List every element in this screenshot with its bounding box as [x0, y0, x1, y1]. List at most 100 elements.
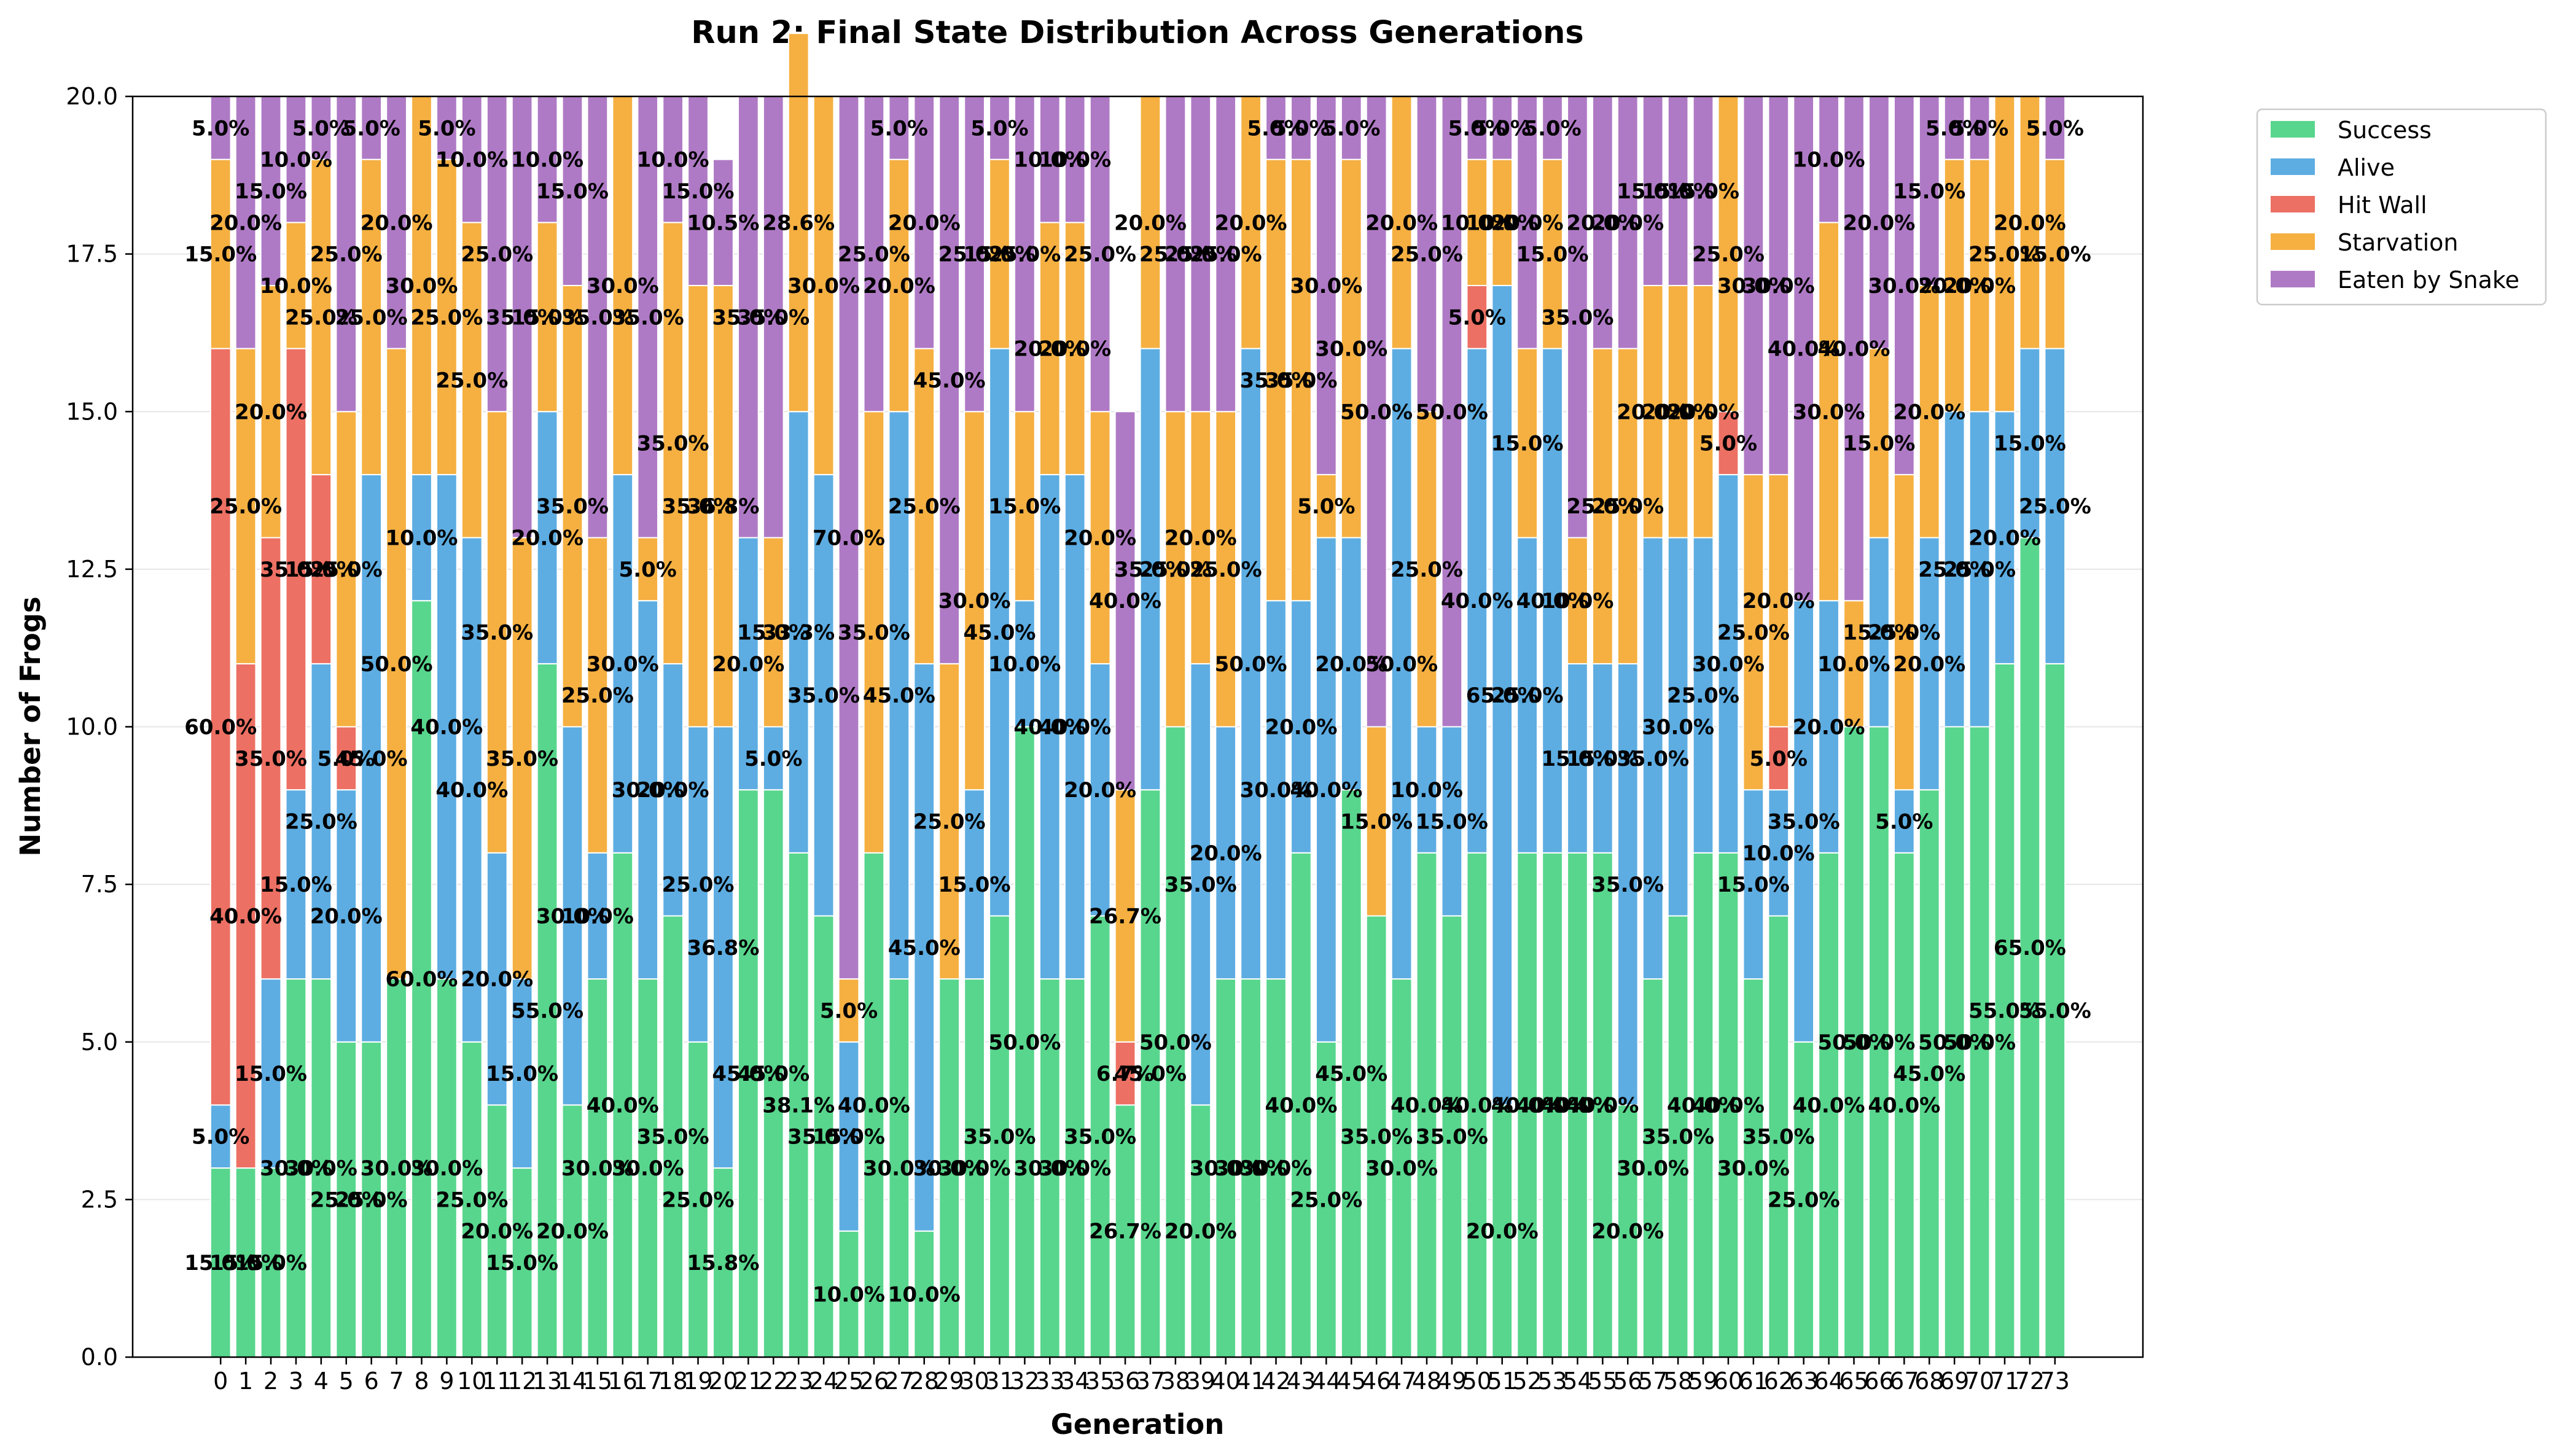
- segment-percent-label: 5.0%: [292, 116, 350, 141]
- x-tick-label: 41: [1236, 1368, 1265, 1395]
- bar-segment-eaten-by-snake: [1692, 96, 1714, 286]
- x-tick-label: 38: [1161, 1368, 1190, 1395]
- segment-percent-label: 20.0%: [1918, 274, 1991, 298]
- segment-percent-label: 20.0%: [536, 1220, 609, 1244]
- x-tick-label: 7: [389, 1368, 404, 1395]
- bar-segment-eaten-by-snake: [235, 96, 257, 349]
- segment-percent-label: 60.0%: [184, 715, 257, 740]
- bar-segment-eaten-by-snake: [1039, 96, 1061, 224]
- x-tick-label: 62: [1764, 1368, 1793, 1395]
- bar-segment-alive: [1592, 663, 1613, 854]
- segment-percent-label: 20.0%: [1591, 1220, 1664, 1244]
- x-tick-label: 35: [1085, 1368, 1115, 1395]
- bar-segment-starvation: [1742, 473, 1765, 791]
- chart-title: Run 2: Final State Distribution Across G…: [691, 15, 1584, 51]
- segment-percent-label: 5.0%: [1473, 116, 1531, 141]
- bar-segment-success: [2044, 663, 2066, 1358]
- segment-percent-label: 5.0%: [619, 558, 677, 582]
- segment-percent-label: 15.0%: [1717, 873, 1790, 897]
- x-tick-label: 34: [1060, 1368, 1090, 1395]
- segment-percent-label: 25.0%: [1391, 558, 1463, 582]
- x-tick-label: 42: [1261, 1368, 1290, 1395]
- bar-segment-eaten-by-snake: [1768, 96, 1790, 475]
- bar-segment-alive: [1542, 348, 1563, 854]
- segment-percent-label: 25.0%: [1943, 558, 2016, 582]
- segment-percent-label: 30.0%: [1365, 1156, 1438, 1181]
- y-tick-label: 2.5: [81, 1186, 118, 1213]
- legend-label-hit-wall: Hit Wall: [2338, 192, 2427, 219]
- segment-percent-label: 15.0%: [486, 1251, 558, 1275]
- segment-percent-label: 20.0%: [1591, 211, 1664, 235]
- segment-percent-label: 35.0%: [1064, 1125, 1136, 1150]
- legend-label-success: Success: [2338, 117, 2432, 144]
- bar-segment-alive: [813, 473, 835, 917]
- segment-percent-label: 50.0%: [1416, 400, 1488, 424]
- bar-segment-success: [1391, 978, 1413, 1358]
- x-axis-ticks: 0 1 2 3 4 5 6 7 8 9 101112131415161718192021222324…: [213, 1357, 2070, 1395]
- segment-percent-label: 35.0%: [963, 1125, 1036, 1150]
- bar-segment-starvation: [486, 411, 508, 854]
- x-tick-label: 15: [583, 1368, 612, 1395]
- segment-percent-label: 15.0%: [1667, 179, 1739, 204]
- bar-segment-alive: [913, 663, 935, 1232]
- segment-percent-label: 30.0%: [386, 274, 458, 298]
- x-tick-label: 37: [1136, 1368, 1165, 1395]
- x-tick-label: 48: [1412, 1368, 1441, 1395]
- segment-percent-label: 10.0%: [435, 148, 508, 173]
- bar-segment-eaten-by-snake: [662, 96, 684, 224]
- x-tick-label: 20: [708, 1368, 738, 1395]
- segment-percent-label: 25.0%: [662, 1188, 735, 1212]
- bar-segment-starvation: [1416, 411, 1438, 728]
- x-tick-label: 12: [507, 1368, 537, 1395]
- segment-percent-label: 40.0%: [1516, 589, 1589, 613]
- x-tick-label: 27: [884, 1368, 914, 1395]
- segment-percent-label: 35.0%: [712, 305, 784, 330]
- y-tick-label: 12.5: [66, 556, 118, 583]
- segment-percent-label: 40.0%: [1793, 1093, 1865, 1118]
- bar-segment-eaten-by-snake: [989, 96, 1010, 160]
- bar-segment-alive: [687, 726, 709, 1043]
- bar-segment-alive: [1340, 537, 1362, 791]
- x-tick-label: 63: [1789, 1368, 1819, 1395]
- segment-percent-label: 20.0%: [1114, 211, 1187, 235]
- segment-percent-label: 25.0%: [310, 243, 383, 267]
- y-tick-label: 5.0: [81, 1029, 118, 1056]
- segment-percent-label: 5.0%: [2026, 116, 2084, 141]
- segment-percent-label: 10.0%: [1039, 148, 1111, 173]
- bar-segment-starvation: [1592, 348, 1613, 664]
- segment-percent-label: 25.0%: [1918, 558, 1991, 582]
- segment-percent-label: 15.8%: [687, 1251, 759, 1275]
- bar-segment-eaten-by-snake: [1592, 96, 1613, 349]
- bar-segment-hit-wall: [285, 348, 307, 791]
- segment-percent-label: 25.0%: [938, 243, 1011, 267]
- segment-percent-label: 15.0%: [1893, 179, 1965, 204]
- segment-percent-label: 45.0%: [1315, 1062, 1387, 1086]
- segment-percent-label: 70.0%: [813, 526, 885, 551]
- bar-segment-success: [285, 978, 307, 1358]
- segment-percent-label: 25.0%: [1139, 558, 1212, 582]
- segment-percent-label: 35.0%: [1164, 873, 1237, 897]
- segment-percent-label: 50.0%: [988, 1030, 1061, 1055]
- bar-segment-alive: [1642, 537, 1664, 980]
- segment-percent-label: 10.0%: [637, 148, 709, 173]
- bar-segment-eaten-by-snake: [1064, 96, 1086, 224]
- segment-percent-label: 20.0%: [1893, 652, 1965, 677]
- segment-percent-label: 15.0%: [813, 1125, 885, 1150]
- segment-percent-label: 40.0%: [587, 1093, 659, 1118]
- segment-percent-label: 20.0%: [1893, 400, 1965, 424]
- bars: [209, 33, 2066, 1358]
- segment-percent-label: 40.0%: [1013, 715, 1086, 740]
- segment-percent-label: 55.0%: [1968, 999, 2041, 1023]
- bar-segment-alive: [2044, 348, 2066, 664]
- segment-percent-label: 30.0%: [612, 778, 684, 803]
- bar-segment-starvation: [1667, 284, 1689, 539]
- x-tick-label: 70: [1965, 1368, 1994, 1395]
- segment-percent-label: 30.0%: [787, 274, 860, 298]
- segment-percent-label: 35.0%: [787, 1125, 860, 1150]
- segment-percent-label: 55.0%: [511, 999, 583, 1023]
- segment-percent-label: 15.0%: [1541, 747, 1613, 771]
- legend-frame: [2256, 108, 2547, 306]
- segment-percent-label: 5.0%: [820, 999, 878, 1023]
- x-tick-label: 1: [238, 1368, 253, 1395]
- bar-segment-success: [1365, 915, 1387, 1358]
